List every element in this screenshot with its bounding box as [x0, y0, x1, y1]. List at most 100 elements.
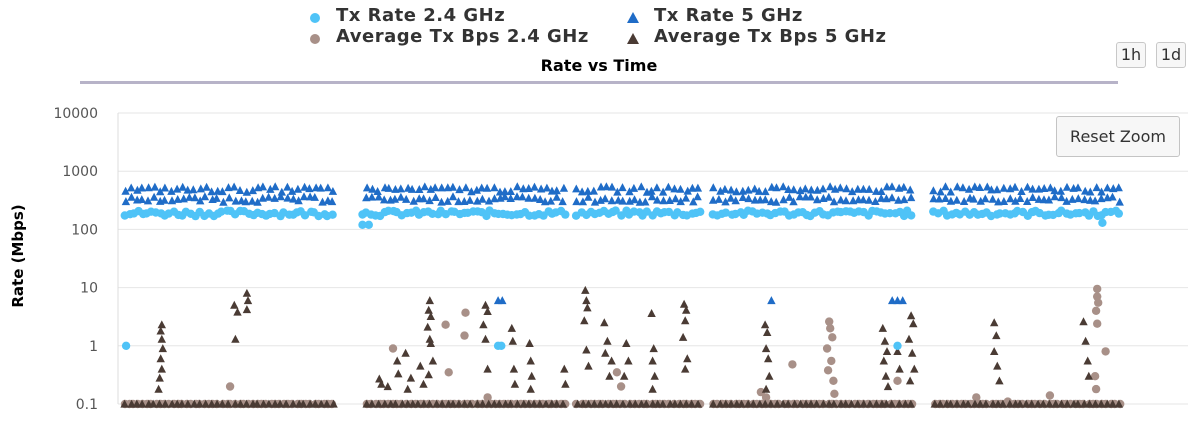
tx-rate-5-ghz-point [500, 187, 510, 196]
tx-rate-5-ghz-point [248, 196, 257, 205]
tx-rate-5-ghz-point [630, 195, 639, 204]
legend-label-tx-rate-24[interactable]: Tx Rate 2.4 GHz [336, 5, 506, 26]
average-tx-bps-5-ghz-point [581, 285, 590, 294]
tx-rate-5-ghz-point [818, 184, 828, 193]
range-button-1d[interactable]: 1d [1156, 42, 1186, 68]
tx-rate-5-ghz-point [271, 182, 280, 191]
tx-rate-5-ghz-point [1050, 186, 1059, 195]
average-tx-bps-5-ghz-point [157, 364, 166, 373]
average-tx-bps-5-ghz-point [631, 399, 640, 408]
average-tx-bps-5-ghz-point [783, 399, 793, 408]
average-tx-bps-2-4-ghz-point [612, 368, 622, 377]
average-tx-bps-5-ghz-point [526, 384, 535, 393]
average-tx-bps-5-ghz-point [649, 344, 658, 353]
tx-rate-5-ghz-point [396, 192, 406, 201]
tx-rate-5-ghz-point [795, 192, 805, 201]
tx-rate-5-ghz-point [983, 182, 992, 191]
tx-rate-5-ghz-point [1074, 194, 1083, 203]
tx-rate-2-4-ghz-point [300, 211, 310, 220]
average-tx-bps-5-ghz-point [1103, 399, 1112, 408]
tx-rate-5-ghz-point [659, 196, 668, 205]
reset-zoom-button[interactable]: Reset Zoom [1056, 116, 1180, 157]
average-tx-bps-5-ghz-point [812, 399, 821, 408]
tx-rate-5-ghz-point [437, 197, 446, 206]
average-tx-bps-2-4-ghz-point [1093, 284, 1102, 294]
tx-rate-5-ghz-point [887, 193, 897, 202]
legend-label-avg-bps-24[interactable]: Average Tx Bps 2.4 GHz [336, 26, 589, 47]
tx-rate-5-ghz-point [156, 187, 165, 196]
tx-rate-5-ghz-point [709, 183, 718, 192]
average-tx-bps-5-ghz-point [584, 399, 593, 408]
average-tx-bps-2-4-ghz-point [756, 387, 766, 397]
tx-rate-2-4-ghz-point [1114, 209, 1124, 218]
average-tx-bps-5-ghz-point [648, 356, 657, 365]
tx-rate-5-ghz-point [652, 183, 662, 192]
legend-label-tx-rate-5[interactable]: Tx Rate 5 GHz [654, 5, 803, 26]
tx-rate-5-ghz-point [448, 182, 458, 191]
tx-rate-5-ghz-point [518, 192, 527, 201]
legend-label-avg-bps-5[interactable]: Average Tx Bps 5 GHz [654, 26, 887, 47]
average-tx-bps-5-ghz-point [561, 379, 570, 388]
tx-rate-2-4-ghz-point [611, 206, 620, 215]
tx-rate-5-ghz-point [994, 197, 1003, 206]
tx-rate-5-ghz-point [1103, 183, 1112, 192]
tx-rate-5-ghz-point [720, 184, 730, 193]
average-tx-bps-5-ghz-point [596, 399, 605, 408]
tx-rate-5-ghz-point [133, 185, 142, 194]
average-tx-bps-5-ghz-point [1022, 399, 1031, 408]
tx-rate-5-ghz-point [294, 196, 303, 205]
tx-rate-5-ghz-point [1040, 184, 1049, 192]
tx-rate-5-ghz-point [437, 183, 446, 192]
tx-rate-5-ghz-point [578, 197, 588, 206]
range-button-1h[interactable]: 1h [1116, 42, 1146, 68]
average-tx-bps-5-ghz-point [394, 369, 403, 378]
tx-rate-5-ghz-point [219, 197, 228, 206]
tx-rate-5-ghz-point [726, 185, 736, 194]
average-tx-bps-2-4-ghz-point [444, 368, 453, 377]
tx-rate-5-ghz-point [167, 186, 176, 195]
tx-rate-5-ghz-point [1034, 194, 1044, 203]
tx-rate-5-ghz-point [671, 194, 680, 203]
average-tx-bps-5-ghz-point [419, 379, 428, 388]
tx-rate-5-ghz-point [744, 185, 753, 194]
tx-rate-5-ghz-point [323, 183, 333, 192]
tx-rate-5-ghz-point [618, 183, 627, 192]
tx-rate-2-4-ghz-point [907, 211, 916, 220]
tx-rate-5-ghz-point [1097, 194, 1106, 203]
average-tx-bps-5-ghz-point [761, 344, 771, 353]
tx-rate-5-ghz-point [1011, 196, 1020, 205]
average-tx-bps-5-ghz-point [990, 318, 999, 327]
average-tx-bps-5-ghz-point [1073, 399, 1083, 408]
tx-rate-5-ghz-point [396, 184, 405, 193]
tx-rate-5-ghz-point [173, 195, 182, 203]
average-tx-bps-5-ghz-point [624, 356, 633, 365]
average-tx-bps-5-ghz-point [525, 339, 534, 347]
tx-rate-5-ghz-point [825, 182, 835, 191]
tx-rate-5-ghz-point [380, 195, 389, 204]
average-tx-bps-5-ghz-point [648, 384, 657, 393]
average-tx-bps-5-ghz-point [137, 399, 147, 408]
tx-rate-5-ghz-point [953, 182, 962, 191]
average-tx-bps-5-ghz-point [681, 364, 690, 373]
average-tx-bps-5-ghz-point [541, 399, 551, 408]
average-tx-bps-5-ghz-point [1084, 371, 1093, 380]
tx-rate-5-ghz-point [189, 185, 198, 194]
tx-rate-5-ghz-point [600, 194, 610, 203]
tx-rate-5-ghz-point [1028, 193, 1037, 201]
tx-rate-5-ghz-point [618, 196, 627, 205]
tx-rate-5-ghz-point [693, 192, 702, 201]
average-tx-bps-2-4-ghz-point [1045, 391, 1055, 400]
average-tx-bps-5-ghz-point [683, 354, 692, 363]
tx-rate-5-ghz-point [127, 192, 136, 201]
average-tx-bps-5-ghz-point [1079, 317, 1088, 326]
average-tx-bps-5-ghz-point [558, 399, 568, 408]
tx-rate-5-ghz-point [390, 194, 400, 203]
tx-rate-5-ghz-point [367, 192, 377, 201]
average-tx-bps-5-ghz-point [156, 326, 165, 335]
tx-rate-5-ghz-point [613, 187, 622, 196]
average-tx-bps-5-ghz-point [426, 312, 435, 320]
tx-rate-5-ghz-point [327, 197, 337, 206]
tx-rate-5-ghz-point [941, 194, 950, 202]
tx-rate-5-ghz-point [738, 193, 748, 201]
